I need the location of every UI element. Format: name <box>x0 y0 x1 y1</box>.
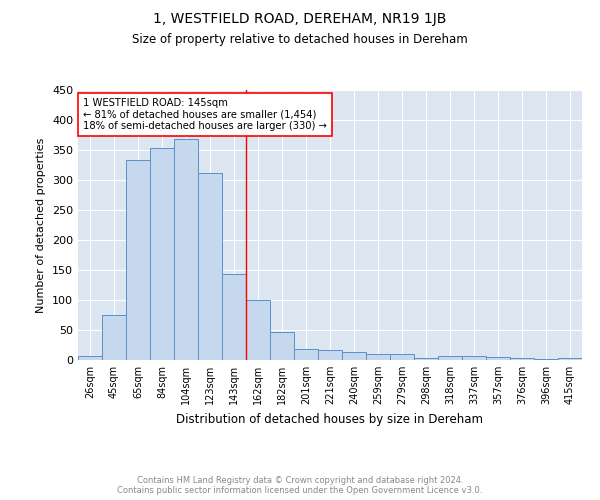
Text: 1 WESTFIELD ROAD: 145sqm
← 81% of detached houses are smaller (1,454)
18% of sem: 1 WESTFIELD ROAD: 145sqm ← 81% of detach… <box>83 98 327 132</box>
Bar <box>246 300 270 360</box>
Text: Size of property relative to detached houses in Dereham: Size of property relative to detached ho… <box>132 32 468 46</box>
X-axis label: Distribution of detached houses by size in Dereham: Distribution of detached houses by size … <box>176 412 484 426</box>
Y-axis label: Number of detached properties: Number of detached properties <box>37 138 46 312</box>
Bar <box>486 357 510 360</box>
Bar <box>414 358 438 360</box>
Bar <box>342 352 366 360</box>
Bar <box>558 358 582 360</box>
Bar <box>438 356 462 360</box>
Bar <box>294 349 318 360</box>
Text: Contains HM Land Registry data © Crown copyright and database right 2024.
Contai: Contains HM Land Registry data © Crown c… <box>118 476 482 495</box>
Bar <box>102 315 126 360</box>
Bar <box>150 148 174 360</box>
Bar <box>390 354 414 360</box>
Bar <box>78 356 102 360</box>
Bar <box>198 174 222 360</box>
Bar <box>270 332 294 360</box>
Bar <box>318 350 342 360</box>
Bar <box>462 356 486 360</box>
Bar <box>222 274 246 360</box>
Text: 1, WESTFIELD ROAD, DEREHAM, NR19 1JB: 1, WESTFIELD ROAD, DEREHAM, NR19 1JB <box>154 12 446 26</box>
Bar <box>126 160 150 360</box>
Bar <box>174 138 198 360</box>
Bar <box>510 358 534 360</box>
Bar <box>366 354 390 360</box>
